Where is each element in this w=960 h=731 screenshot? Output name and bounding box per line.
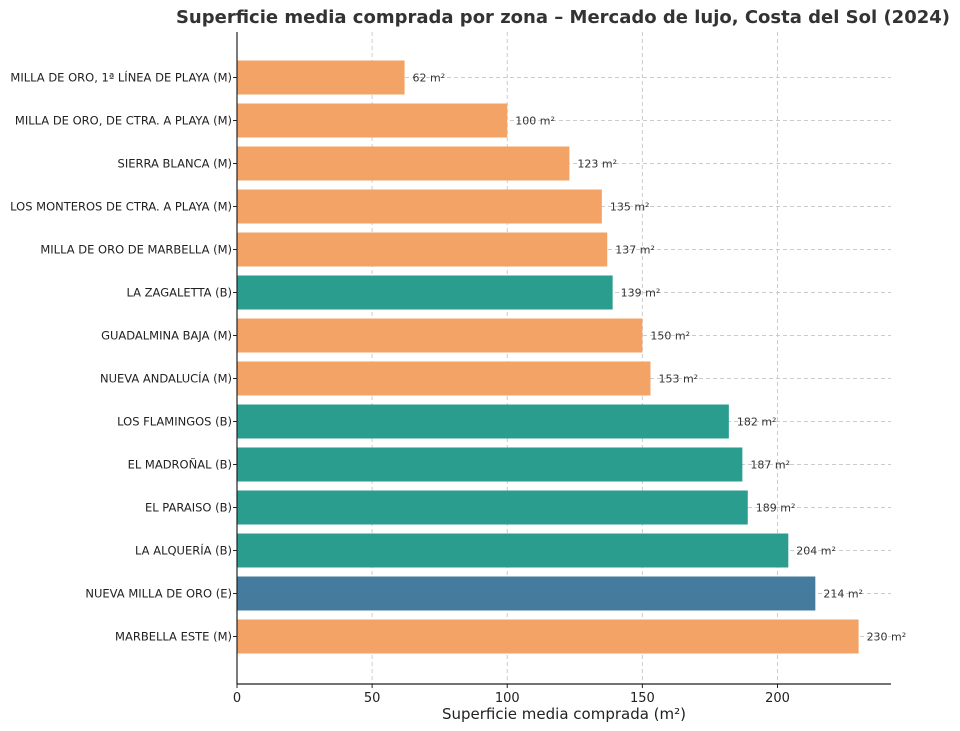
bar — [237, 60, 405, 95]
x-tick-labels: 0 50 100 150 200 — [233, 684, 790, 706]
bar-value-label: 139 m² — [621, 287, 661, 300]
category-label: NUEVA ANDALUCÍA (M) — [100, 371, 232, 386]
x-tick-label: 150 — [630, 691, 655, 706]
bar-value-label: 189 m² — [756, 502, 796, 515]
chart-title: Superficie media comprada por zona – Mer… — [176, 7, 950, 28]
bar — [237, 146, 570, 181]
bar — [237, 275, 613, 310]
category-label: LOS FLAMINGOS (B) — [117, 415, 232, 429]
category-label: EL PARAISO (B) — [145, 501, 232, 515]
category-label: MILLA DE ORO, DE CTRA. A PLAYA (M) — [15, 114, 232, 128]
bar — [237, 619, 859, 654]
category-label: MILLA DE ORO, 1ª LÍNEA DE PLAYA (M) — [10, 70, 232, 85]
bar-value-label: 150 m² — [650, 330, 690, 343]
bar-value-label: 62 m² — [413, 72, 446, 85]
data-labels: 62 m² 100 m² 123 m² 135 m² 137 m² 139 m² 150 m… — [413, 72, 907, 644]
x-tick-label: 0 — [233, 691, 241, 706]
bar-value-label: 230 m² — [867, 631, 907, 644]
category-label: MARBELLA ESTE (M) — [115, 630, 232, 644]
bar — [237, 103, 508, 138]
category-label: LOS MONTEROS DE CTRA. A PLAYA (M) — [10, 200, 232, 214]
category-label: NUEVA MILLA DE ORO (E) — [85, 587, 232, 601]
bars — [237, 60, 859, 654]
category-label: LA ALQUERÍA (B) — [135, 543, 232, 558]
bar — [237, 232, 608, 267]
category-label: SIERRA BLANCA (M) — [118, 157, 232, 171]
bar-value-label: 187 m² — [750, 459, 790, 472]
category-label: GUADALMINA BAJA (M) — [101, 329, 232, 343]
category-label: LA ZAGALETTA (B) — [126, 286, 232, 300]
bar — [237, 533, 789, 568]
category-label: EL MADROÑAL (B) — [128, 457, 232, 472]
bar-value-label: 123 m² — [577, 158, 617, 171]
x-tick-label: 100 — [495, 691, 520, 706]
x-tick-label: 200 — [765, 691, 790, 706]
bar-value-label: 153 m² — [658, 373, 698, 386]
bar-value-label: 214 m² — [823, 588, 863, 601]
category-labels: MILLA DE ORO, 1ª LÍNEA DE PLAYA (M) MILLA… — [10, 70, 237, 644]
bar — [237, 447, 743, 482]
bar-value-label: 100 m² — [515, 115, 555, 128]
bar — [237, 318, 643, 353]
bar-value-label: 137 m² — [615, 244, 655, 257]
category-label: MILLA DE ORO DE MARBELLA (M) — [40, 243, 232, 257]
bar-value-label: 204 m² — [796, 545, 836, 558]
bar — [237, 490, 748, 525]
bar — [237, 404, 729, 439]
x-tick-label: 50 — [364, 691, 381, 706]
bar — [237, 189, 602, 224]
bar — [237, 576, 816, 611]
x-axis-label: Superficie media comprada (m²) — [442, 705, 686, 723]
bar-value-label: 135 m² — [610, 201, 650, 214]
bar-value-label: 182 m² — [737, 416, 777, 429]
bar — [237, 361, 651, 396]
